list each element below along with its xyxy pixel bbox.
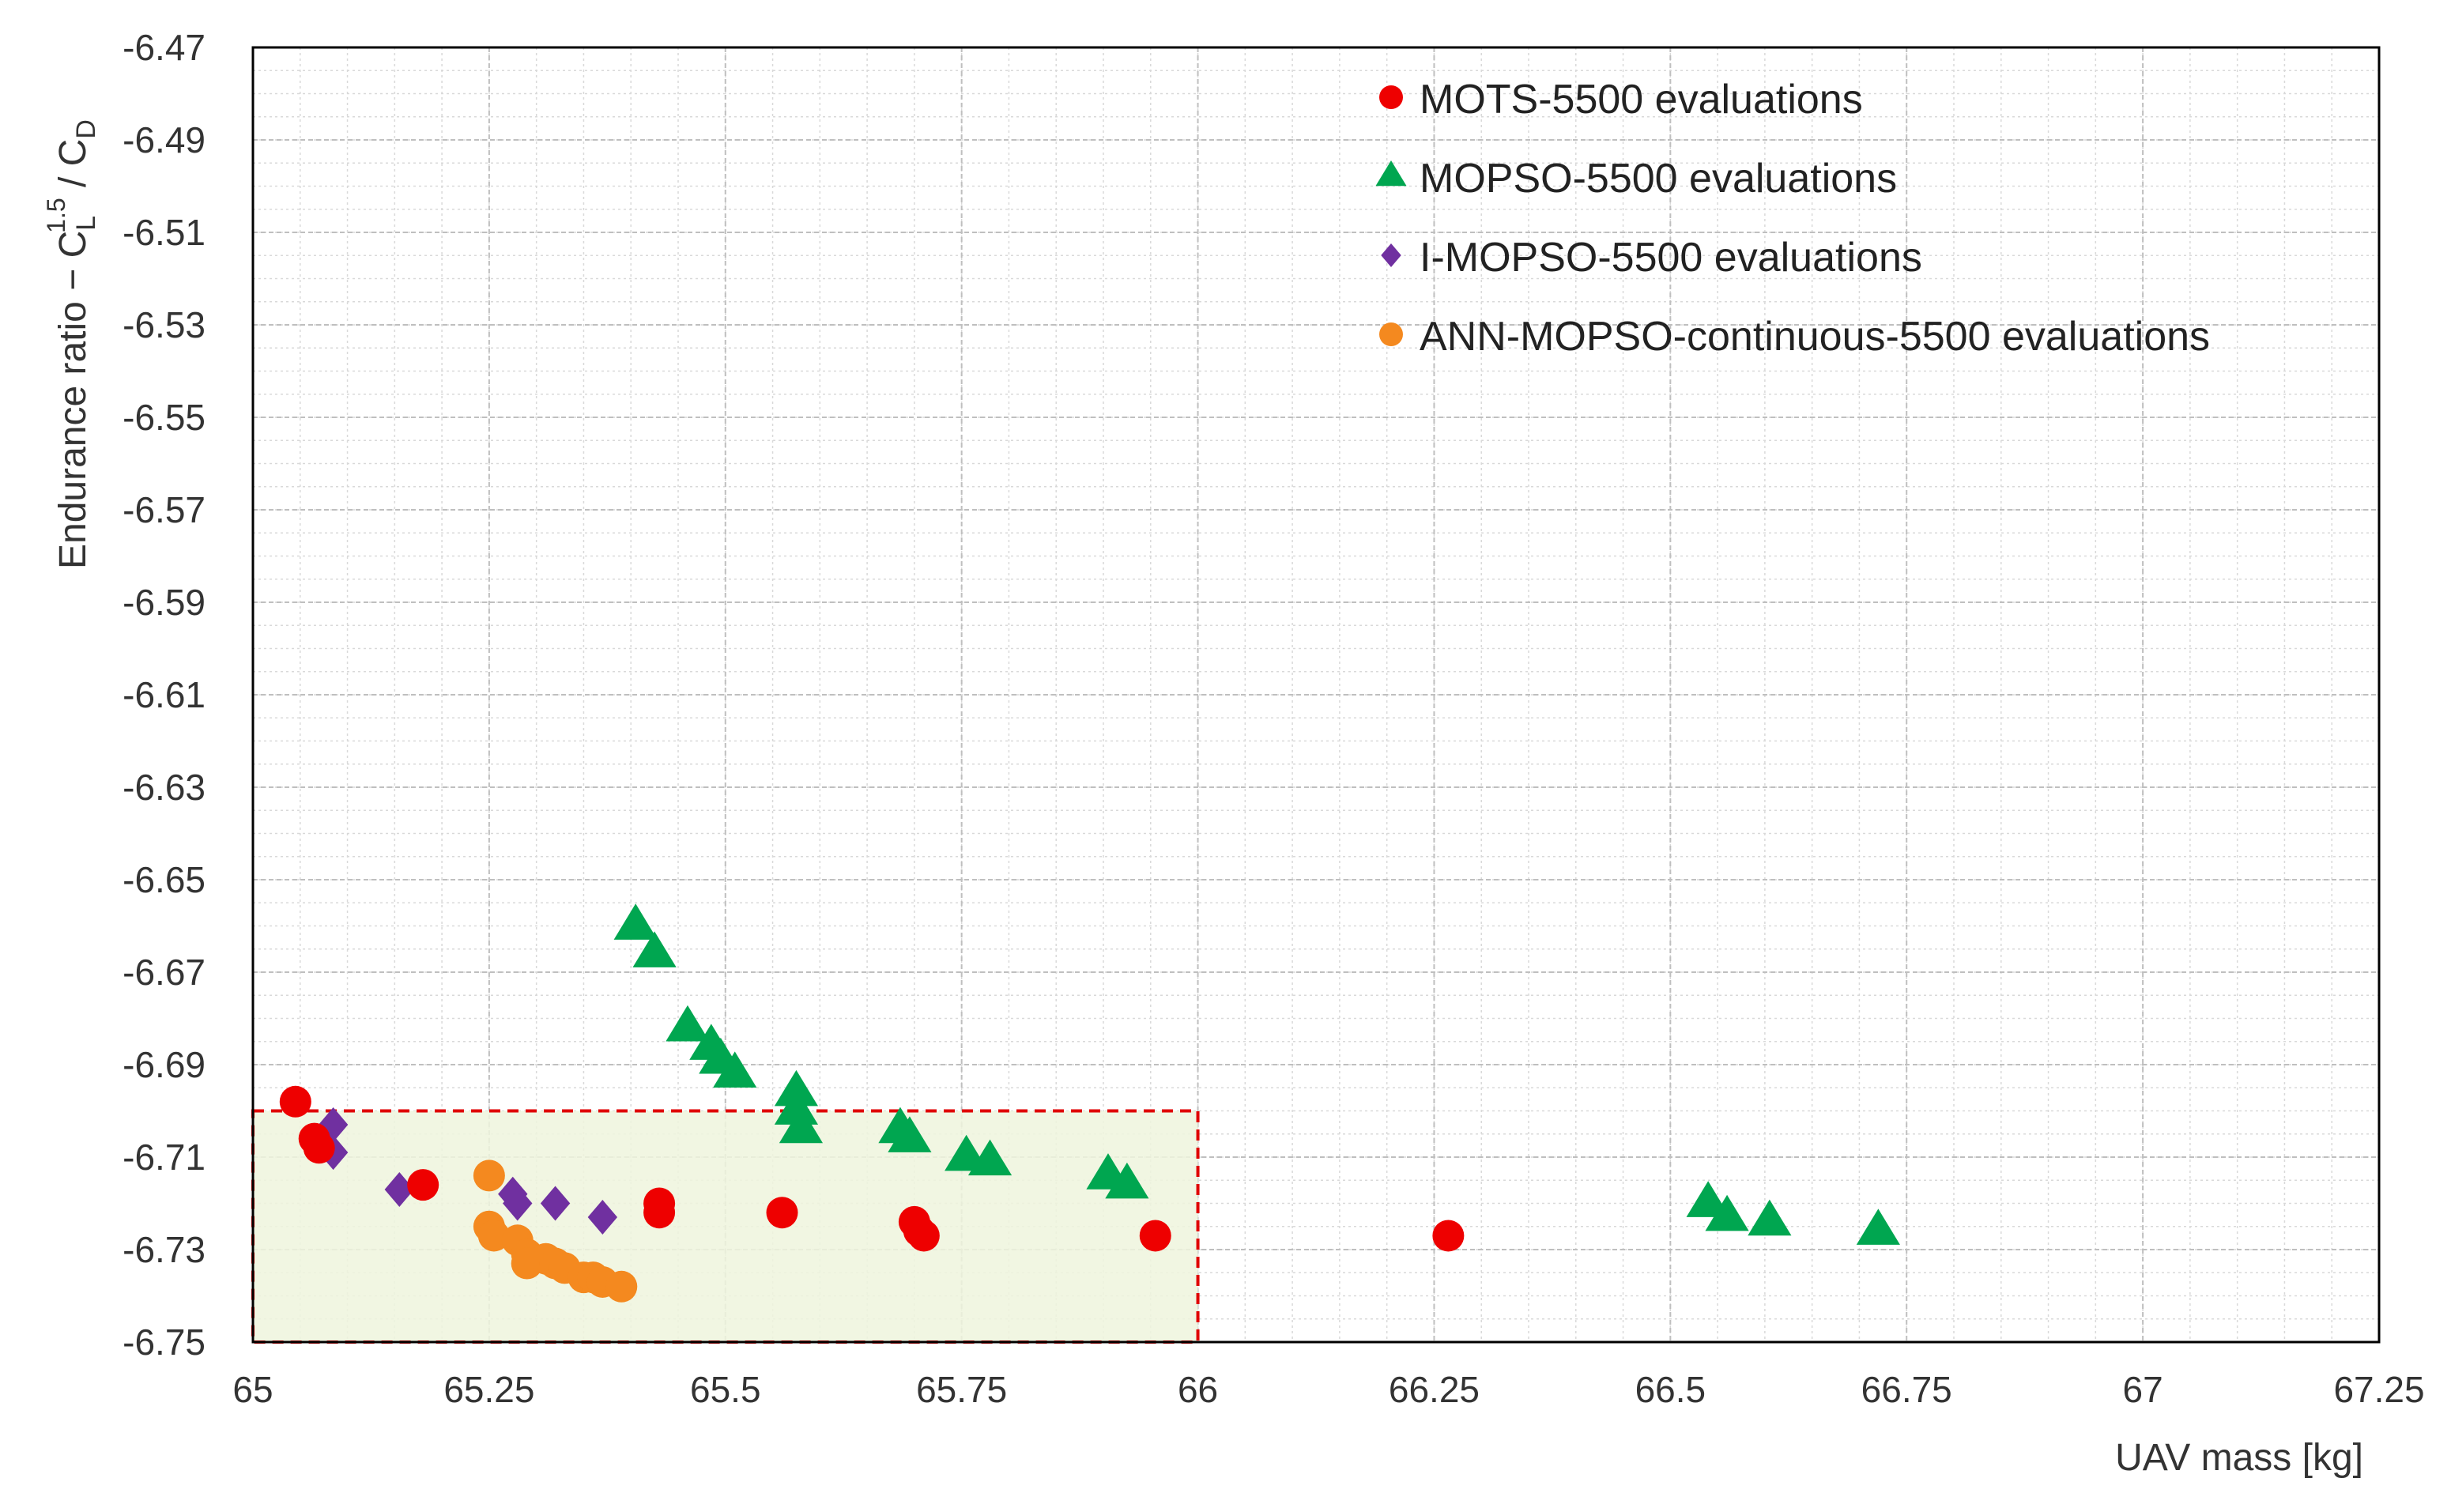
mopso-5500-evaluations-point (1748, 1199, 1792, 1236)
i-mopso-5500-evaluations-point (540, 1186, 571, 1221)
y-axis-ticks: -6.47 -6.49 -6.51 -6.53 -6.55 -6.57 -6.59 -6.61… (123, 27, 206, 1363)
legend-marker-mots-5500-evaluations (1379, 85, 1403, 109)
x-tick-label: 66.5 (1635, 1369, 1706, 1410)
mots-5500-evaluations-point (907, 1220, 940, 1252)
y-axis-title: Endurance ratio − CL1.5 / CD (42, 119, 101, 569)
ann-mopso-continuous-5500-evaluations-point (473, 1159, 505, 1192)
mots-5500-evaluations-point (643, 1197, 676, 1229)
mopso-5500-evaluations-point (1105, 1162, 1149, 1199)
x-tick-label: 65.25 (443, 1369, 534, 1410)
y-tick-label: -6.71 (123, 1137, 206, 1178)
legend-marker-i-mopso-5500-evaluations (1381, 243, 1401, 267)
mopso-5500-evaluations-point (666, 1005, 710, 1042)
mopso-5500-evaluations-point (779, 1107, 824, 1144)
y-axis-title-sub-l: L (71, 216, 101, 231)
y-tick-label: -6.59 (123, 582, 206, 623)
x-axis-title: UAV mass [kg] (2115, 1437, 2363, 1479)
x-tick-label: 65.75 (916, 1369, 1007, 1410)
y-tick-label: -6.53 (123, 304, 206, 345)
y-axis-title-main: Endurance ratio − C (52, 231, 94, 569)
y-tick-label: -6.55 (123, 397, 206, 438)
i-mopso-5500-evaluations-point (384, 1171, 415, 1207)
legend-label-mots-5500-evaluations: MOTS-5500 evaluations (1420, 77, 1863, 123)
legend-label-ann-mopso-continuous-5500-evaluations: ANN-MOPSO-continuous-5500 evaluations (1420, 314, 2210, 360)
legend-label-mopso-5500-evaluations: MOPSO-5500 evaluations (1420, 156, 1897, 202)
legend-label-i-mopso-5500-evaluations: I-MOPSO-5500 evaluations (1420, 235, 1922, 281)
y-tick-label: -6.63 (123, 767, 206, 808)
x-tick-label: 65.5 (690, 1369, 761, 1410)
mots-5500-evaluations-point (407, 1169, 439, 1201)
plot-area-frame (251, 46, 2381, 1344)
x-axis-ticks: 65 65.25 65.5 65.75 66 66.25 66.5 66.75 67 67.25 (232, 1369, 2424, 1410)
mopso-5500-evaluations-point (1705, 1194, 1749, 1231)
y-tick-label: -6.75 (123, 1322, 206, 1363)
mopso-5500-evaluations-point (713, 1051, 757, 1088)
y-axis-title-sub-d: D (71, 119, 101, 139)
mopso-5500-evaluations-point (774, 1069, 819, 1107)
mopso-5500-evaluations-point (888, 1116, 932, 1152)
y-tick-label: -6.69 (123, 1044, 206, 1085)
data-points (279, 903, 1900, 1303)
mopso-5500-evaluations-point (1856, 1208, 1900, 1245)
legend: MOTS-5500 evaluations MOPSO-5500 evaluati… (1375, 77, 2210, 360)
mopso-5500-evaluations-point (613, 903, 658, 940)
mots-5500-evaluations-point (766, 1197, 798, 1229)
y-tick-label: -6.73 (123, 1229, 206, 1270)
i-mopso-5500-evaluations-point (503, 1186, 533, 1221)
y-axis-title-slash: / C (52, 139, 94, 198)
mots-5500-evaluations-point (1139, 1220, 1171, 1252)
y-tick-label: -6.67 (123, 952, 206, 993)
y-tick-label: -6.51 (123, 212, 206, 253)
mopso-5500-evaluations-point (632, 931, 677, 967)
y-tick-label: -6.61 (123, 674, 206, 715)
x-tick-label: 66 (1178, 1369, 1218, 1410)
mopso-5500-evaluations-point (1686, 1181, 1730, 1217)
highlight-region (251, 1109, 1200, 1344)
x-tick-label: 67 (2123, 1369, 2163, 1410)
ann-mopso-continuous-5500-evaluations-point (605, 1270, 638, 1303)
mots-5500-evaluations-point (303, 1132, 335, 1164)
legend-marker-ann-mopso-continuous-5500-evaluations (1379, 322, 1403, 346)
mots-5500-evaluations-point (279, 1085, 311, 1118)
mots-5500-evaluations-point (1432, 1220, 1465, 1252)
mopso-5500-evaluations-point (967, 1139, 1012, 1176)
mopso-5500-evaluations-point (774, 1088, 819, 1125)
y-tick-label: -6.49 (123, 119, 206, 160)
x-tick-label: 66.75 (1861, 1369, 1952, 1410)
x-tick-label: 67.25 (2333, 1369, 2424, 1410)
y-tick-label: -6.57 (123, 489, 206, 530)
y-tick-label: -6.65 (123, 859, 206, 900)
legend-marker-mopso-5500-evaluations (1375, 160, 1407, 187)
y-axis-title-sup: 1.5 (42, 198, 70, 232)
x-tick-label: 66.25 (1389, 1369, 1480, 1410)
ann-mopso-continuous-5500-evaluations-point (477, 1220, 510, 1252)
i-mopso-5500-evaluations-point (587, 1200, 618, 1235)
highlight-region-layer (251, 1109, 1200, 1344)
y-tick-label: -6.47 (123, 27, 206, 68)
x-tick-label: 65 (232, 1369, 273, 1410)
